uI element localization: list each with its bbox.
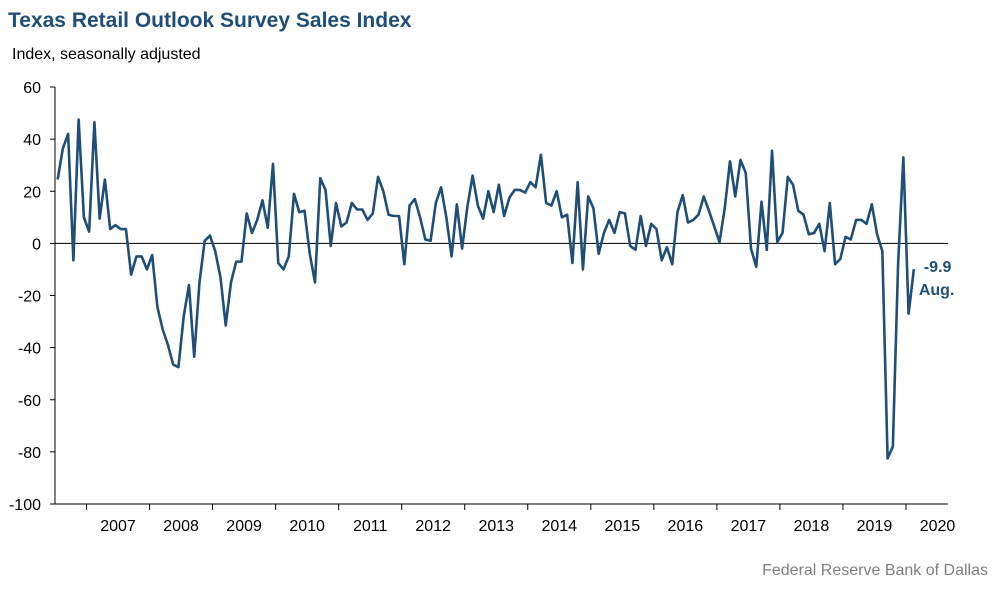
- x-tick-label: 2008: [163, 518, 199, 535]
- y-tick-label: 40: [23, 132, 41, 149]
- x-tick-label: 2018: [794, 518, 830, 535]
- chart-title: Texas Retail Outlook Survey Sales Index: [8, 9, 412, 32]
- x-tick-label: 2007: [100, 518, 136, 535]
- series-line-sales-index: [56, 118, 916, 460]
- y-tick-label: -40: [18, 341, 41, 358]
- y-tick-label: -20: [18, 289, 41, 306]
- x-axis: 2007 2008 2009 2010 2011 2012 2013 2014 2015 2016…: [86, 504, 956, 535]
- x-tick-label: 2011: [353, 518, 388, 535]
- x-tick-label: 2017: [731, 518, 767, 535]
- x-tick-label: 2020: [920, 518, 956, 535]
- y-axis: 60 40 20 0 -20 -40 -60 -80 -100: [9, 80, 55, 514]
- x-tick-label: 2010: [289, 518, 325, 535]
- y-tick-label: -100: [9, 497, 41, 514]
- x-tick-label: 2016: [668, 518, 704, 535]
- y-tick-label: -80: [18, 445, 41, 462]
- x-tick-label: 2012: [415, 518, 451, 535]
- y-tick-label: -60: [18, 393, 41, 410]
- x-tick-label: 2013: [478, 518, 514, 535]
- y-tick-label: 60: [23, 80, 41, 97]
- x-tick-label: 2014: [541, 518, 577, 535]
- y-tick-label: 20: [23, 184, 41, 201]
- source-note: Federal Reserve Bank of Dallas: [762, 562, 988, 579]
- y-tick-label: 0: [32, 236, 41, 253]
- y-axis-label: Index, seasonally adjusted: [12, 46, 201, 63]
- last-value-label: -9.9: [924, 259, 952, 276]
- x-tick-label: 2009: [226, 518, 262, 535]
- last-month-label: Aug.: [919, 282, 955, 299]
- x-tick-label: 2019: [857, 518, 893, 535]
- x-tick-label: 2015: [605, 518, 641, 535]
